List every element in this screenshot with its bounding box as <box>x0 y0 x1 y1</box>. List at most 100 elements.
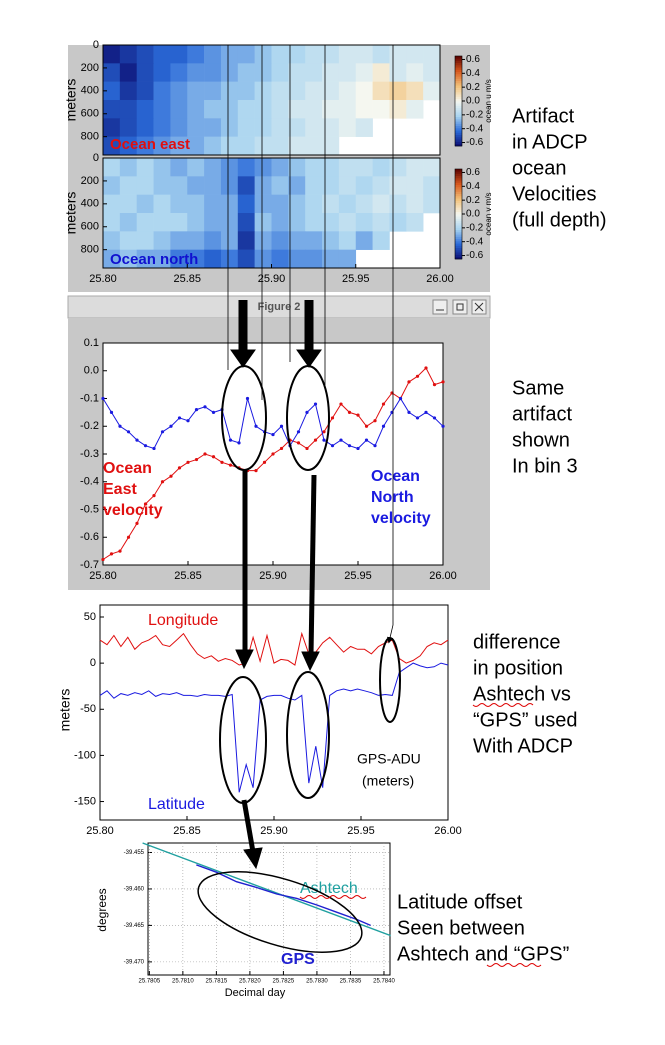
series-marker <box>186 460 190 464</box>
series-marker <box>135 438 139 442</box>
y-axis-label: meters <box>57 689 73 732</box>
heat-cell <box>305 118 323 137</box>
y-tick-label: -50 <box>80 703 96 715</box>
series-marker <box>177 466 182 470</box>
heat-cell <box>237 176 255 195</box>
colorbar-step <box>455 65 462 68</box>
heat-cell <box>389 81 407 101</box>
x-tick-label: 25.80 <box>89 570 117 582</box>
heat-cell <box>103 249 121 269</box>
heat-cell <box>204 194 222 214</box>
heat-cell <box>153 194 171 214</box>
heat-cell <box>355 213 373 232</box>
heat-cell <box>204 249 222 269</box>
colorbar-tick-label: 0.2 <box>466 82 480 93</box>
colorbar-step <box>455 96 462 100</box>
heat-cell <box>372 63 390 82</box>
plot-frame <box>102 44 441 156</box>
heat-cell <box>288 249 306 269</box>
heat-cell <box>406 81 424 101</box>
x-tick-label: 25.7820 <box>239 979 261 985</box>
heat-cell <box>103 118 121 137</box>
series-marker <box>118 549 122 553</box>
heat-cell <box>271 249 289 269</box>
heat-cell <box>237 45 255 64</box>
series-marker <box>237 441 241 445</box>
heat-cell <box>119 213 137 232</box>
heat-cell <box>220 194 239 214</box>
series-marker <box>305 446 309 451</box>
y-tick-label: -39.470 <box>124 959 145 965</box>
heat-cell <box>237 100 255 119</box>
colorbar-step <box>455 223 462 226</box>
heat-cell <box>372 45 390 64</box>
heat-cell <box>153 63 171 82</box>
heat-cell <box>305 176 323 195</box>
heat-cell <box>406 194 424 214</box>
heat-cell <box>423 63 441 82</box>
heat-cell <box>355 176 373 195</box>
heat-cell <box>170 136 188 156</box>
heat-cell <box>406 158 424 177</box>
heat-cell <box>237 118 255 137</box>
heat-cell <box>103 63 121 82</box>
colorbar-step <box>455 189 462 192</box>
colorbar-step <box>455 209 462 213</box>
series-marker <box>381 424 386 428</box>
y-axis-label: meters <box>63 192 79 235</box>
heat-cell <box>103 231 121 250</box>
heat-cell <box>338 45 357 64</box>
colorbar-step <box>455 80 462 84</box>
series-label: Ocean <box>371 468 420 485</box>
series-label: Ashtech <box>300 880 358 897</box>
heat-cell <box>322 100 340 119</box>
heat-cell <box>187 231 205 250</box>
series-marker <box>101 396 105 401</box>
heat-cell <box>305 213 323 232</box>
y-tick-label: -100 <box>74 749 96 761</box>
y-tick-label: 200 <box>81 62 99 74</box>
series-marker <box>330 416 335 420</box>
heat-cell <box>322 176 340 195</box>
series-marker <box>347 410 352 414</box>
series-marker <box>152 446 156 451</box>
heat-cell <box>254 158 272 177</box>
y-tick-label: -150 <box>74 795 96 807</box>
heat-cell <box>119 118 137 137</box>
y-tick-label: 600 <box>81 108 99 120</box>
heat-cell <box>288 213 306 232</box>
x-tick-label: 25.85 <box>173 825 201 837</box>
colorbar-step <box>455 184 462 188</box>
heat-cell <box>136 158 154 177</box>
y-tick-label: -39.455 <box>124 850 145 856</box>
heat-cell <box>187 63 205 82</box>
series-marker <box>254 424 258 428</box>
note-text: (full depth) <box>512 209 607 231</box>
heat-cell <box>187 176 205 195</box>
x-tick-label: 25.85 <box>174 570 202 582</box>
series-marker <box>296 430 301 434</box>
colorbar-tick-label: -0.2 <box>466 222 484 233</box>
colorbar-step <box>455 112 462 115</box>
heat-cell <box>220 63 239 82</box>
heat-cell <box>406 100 424 119</box>
heat-cell <box>372 194 390 214</box>
heat-cell <box>136 81 154 101</box>
heat-cell <box>153 45 171 64</box>
heat-cell <box>220 45 239 64</box>
heat-cell <box>153 158 171 177</box>
y-tick-label: 0.1 <box>84 337 99 349</box>
heat-cell <box>170 231 188 250</box>
colorbar-step <box>455 202 462 206</box>
y-tick-label: -39.460 <box>124 887 145 893</box>
heat-cell <box>389 100 407 119</box>
colorbar-tick-label: 0.0 <box>466 209 480 220</box>
heat-cell <box>305 45 323 64</box>
heat-cell <box>271 176 289 195</box>
heat-cell <box>187 136 205 156</box>
heat-cell <box>271 231 289 250</box>
heat-cell <box>254 63 272 82</box>
window-buttons[interactable] <box>432 299 487 315</box>
annotations <box>197 45 542 967</box>
series-marker <box>160 430 165 434</box>
